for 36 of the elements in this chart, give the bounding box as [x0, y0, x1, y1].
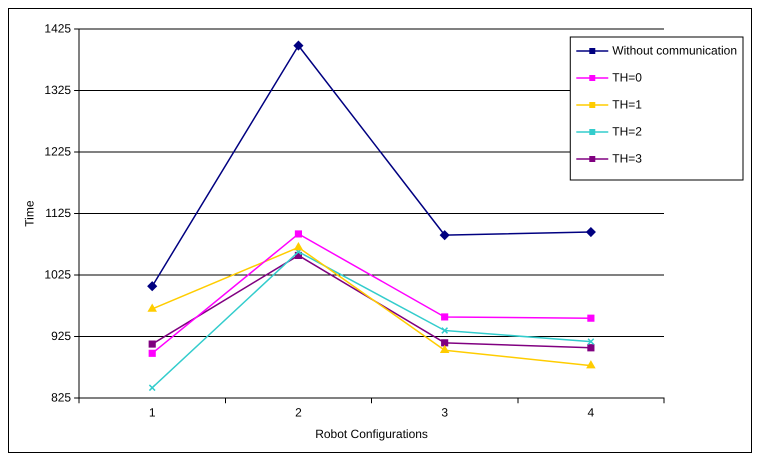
x-tick-label: 3	[441, 406, 448, 420]
point	[441, 326, 448, 334]
x-tick-label: 4	[588, 406, 595, 420]
y-tick-label: 925	[51, 328, 72, 343]
point	[586, 360, 596, 368]
point	[148, 384, 156, 392]
legend-label: TH=1	[612, 97, 642, 112]
point	[294, 242, 303, 250]
legend-label: TH=0	[612, 70, 642, 84]
point	[148, 350, 156, 357]
point	[440, 230, 450, 240]
legend-label: TH=3	[612, 151, 642, 166]
point	[586, 227, 596, 237]
x-axis-title: Robot Configurations	[315, 427, 428, 442]
point	[587, 314, 594, 322]
point	[587, 338, 594, 346]
x-tick-label: 2	[295, 406, 302, 420]
point	[148, 304, 156, 312]
y-axis-title: Time	[22, 200, 37, 227]
y-tick-label: 1125	[45, 206, 72, 220]
y-tick-label: 825	[51, 390, 72, 405]
point	[148, 340, 156, 348]
y-tick-label: 1225	[44, 144, 72, 158]
legend-label: Without communication	[612, 43, 737, 58]
y-tick-label: 1025	[44, 267, 72, 282]
point	[294, 40, 304, 50]
point	[440, 345, 449, 353]
point	[294, 230, 302, 238]
y-tick-label: 1425	[44, 21, 72, 36]
legend-label: TH=2	[612, 124, 642, 138]
y-tick-label: 1325	[44, 82, 72, 97]
point	[441, 339, 448, 346]
point	[441, 313, 448, 321]
x-tick-label: 1	[148, 406, 156, 420]
point	[587, 344, 594, 352]
point	[147, 281, 157, 291]
